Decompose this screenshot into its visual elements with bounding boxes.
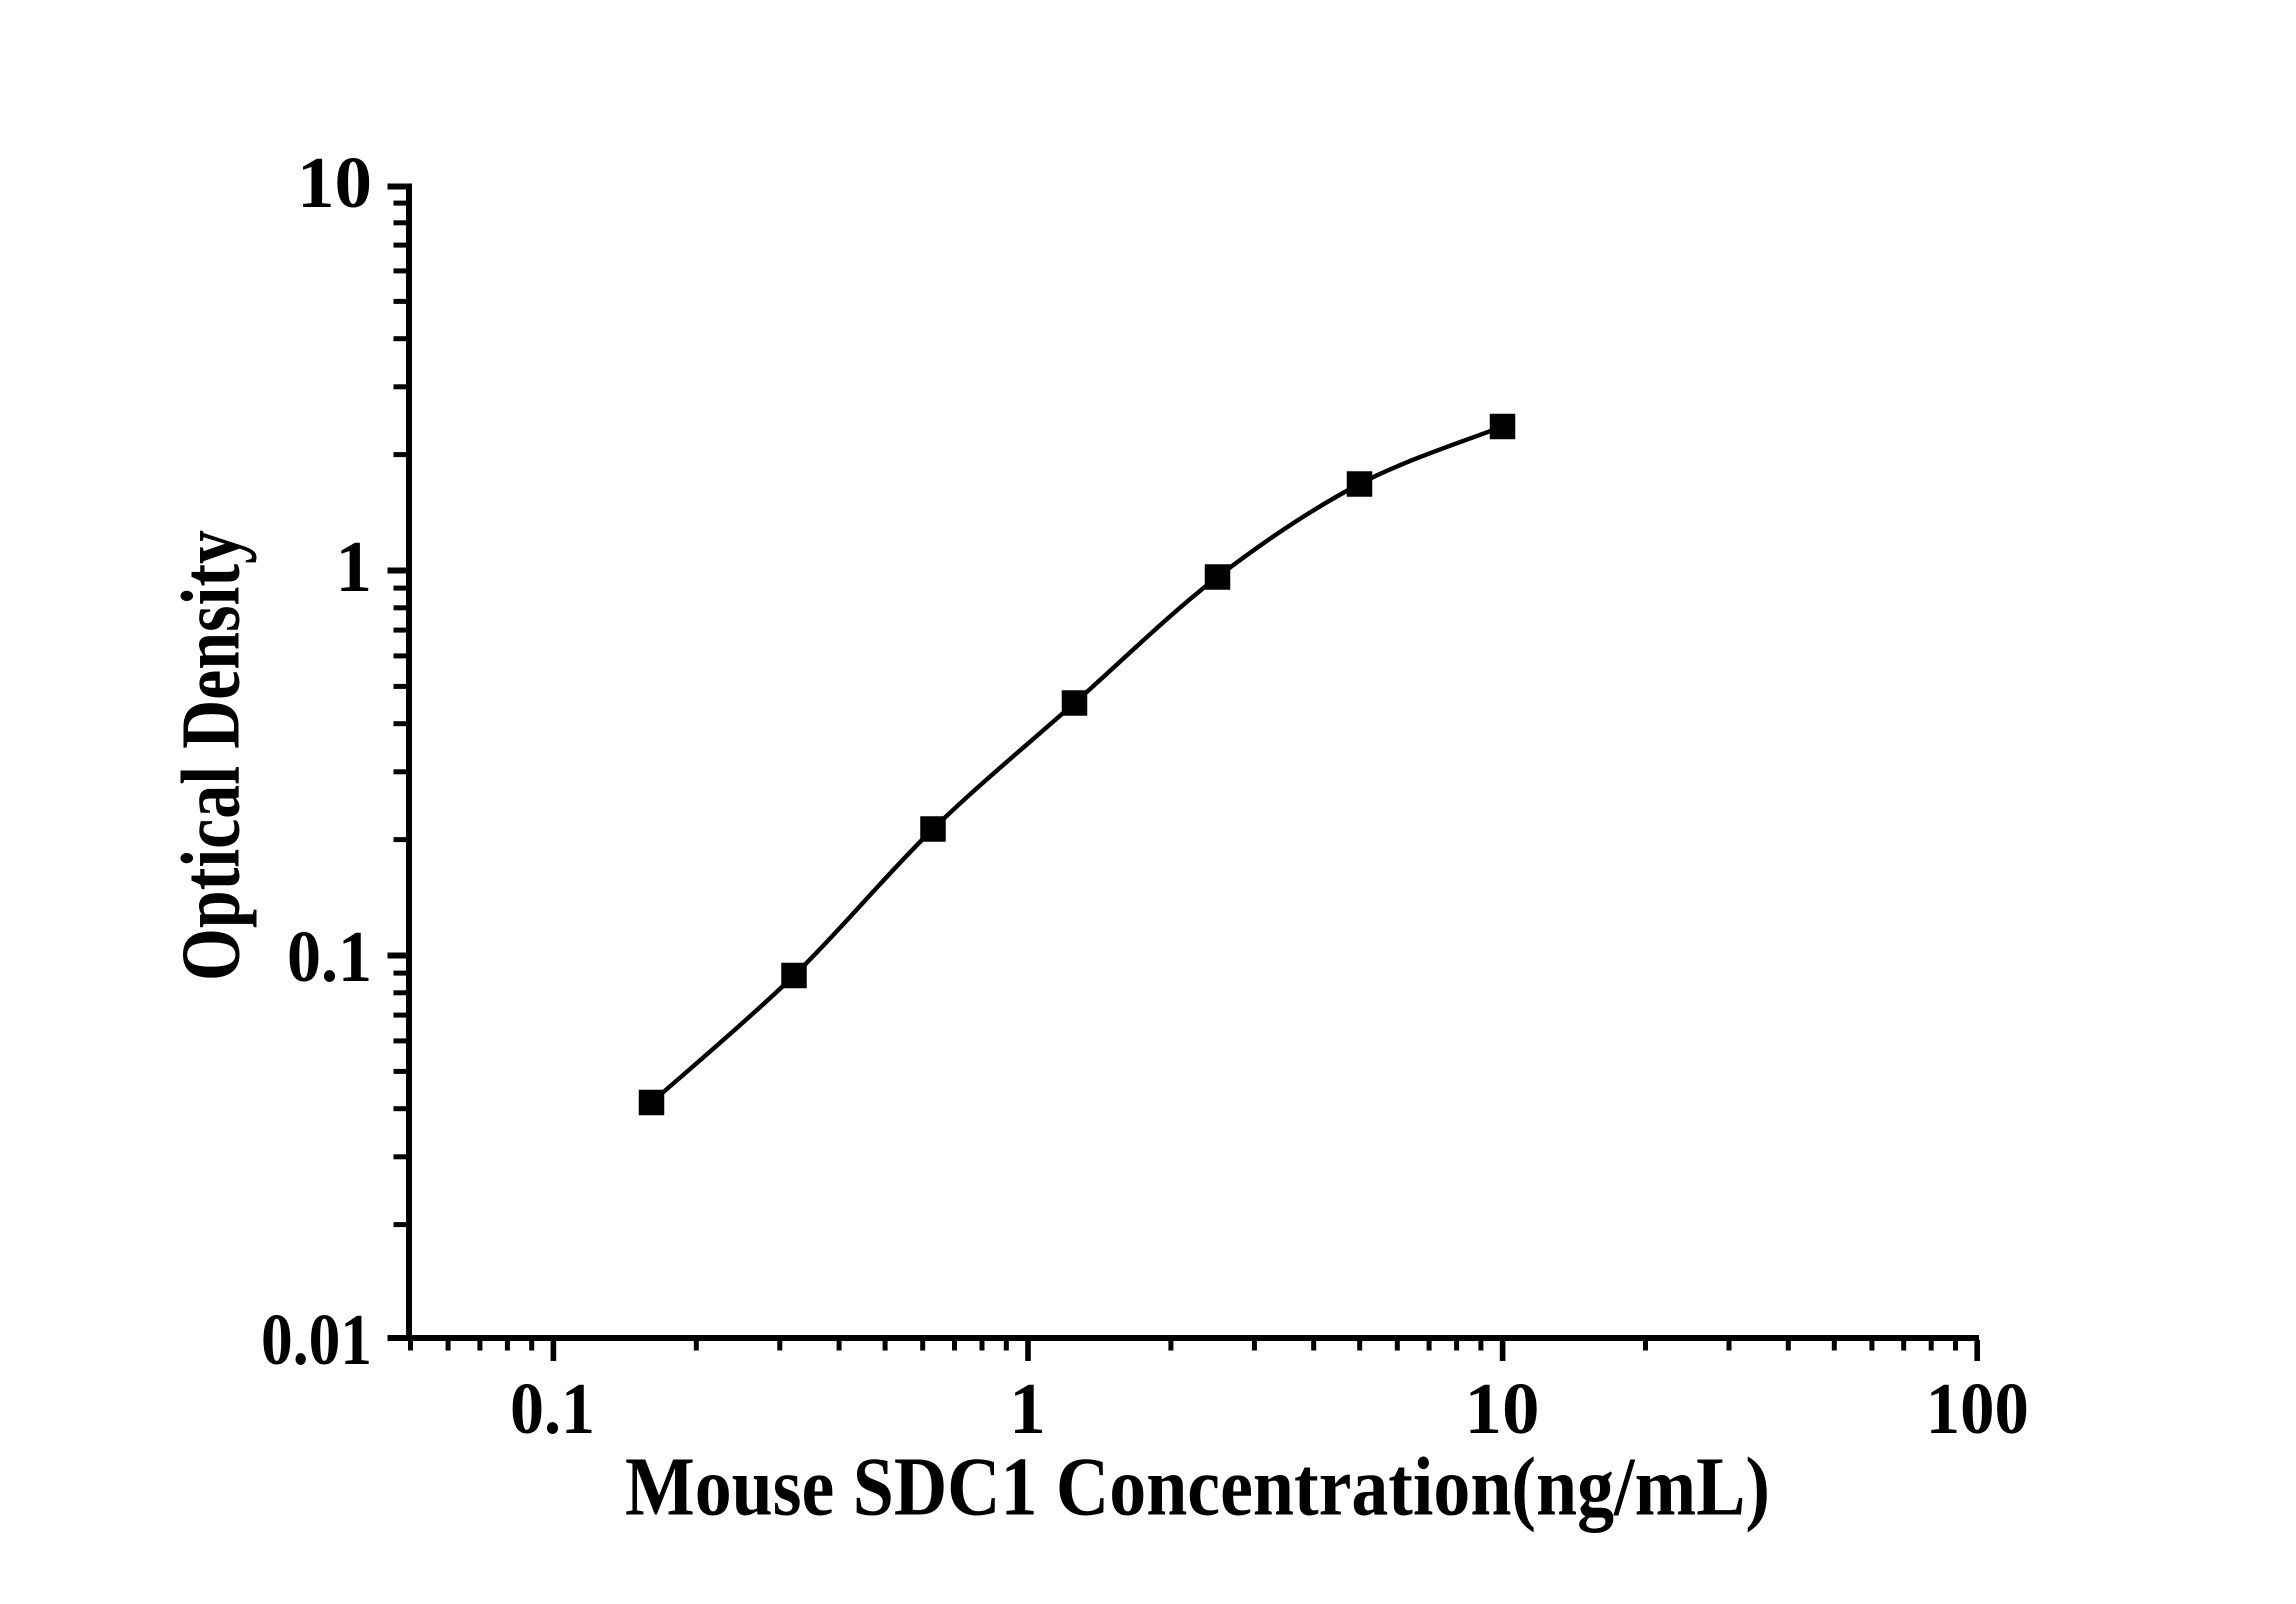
svg-text:10: 10 [297,142,372,223]
svg-text:Optical Density: Optical Density [165,530,258,981]
svg-text:10: 10 [1465,1368,1540,1449]
svg-text:0.1: 0.1 [287,916,372,997]
svg-text:100: 100 [1926,1368,2029,1449]
svg-text:0.1: 0.1 [510,1368,595,1449]
svg-text:1: 1 [1009,1368,1046,1449]
svg-text:0.01: 0.01 [261,1299,372,1380]
svg-text:1: 1 [336,526,373,607]
svg-text:Mouse SDC1 Concentration(ng/mL: Mouse SDC1 Concentration(ng/mL) [625,1441,1770,1534]
